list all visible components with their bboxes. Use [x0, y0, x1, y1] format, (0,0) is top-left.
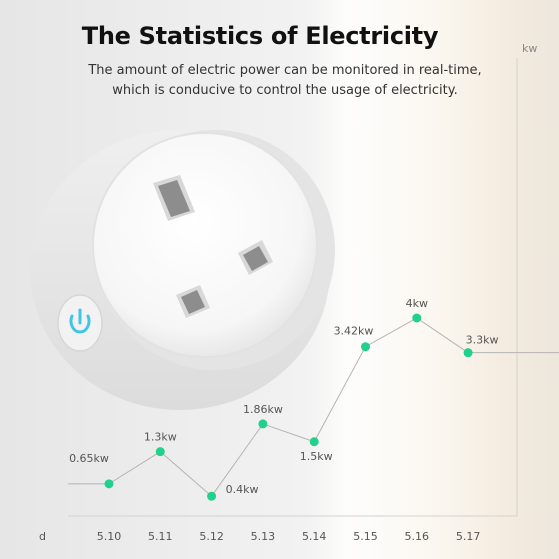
- x-tick-label: 5.11: [148, 530, 173, 543]
- data-point: [258, 419, 268, 429]
- x-tick-label: 5.13: [251, 530, 276, 543]
- x-tick-label: 5.12: [199, 530, 224, 543]
- x-tick-label: 5.10: [97, 530, 122, 543]
- data-point: [412, 313, 422, 323]
- subtitle-line-1: The amount of electric power can be moni…: [88, 63, 482, 78]
- data-point: [309, 437, 319, 447]
- chart-points: [104, 313, 473, 501]
- data-label: 1.3kw: [144, 431, 177, 444]
- power-icon[interactable]: [57, 294, 103, 352]
- x-tick-label: 5.16: [405, 530, 430, 543]
- x-tick-label: 5.14: [302, 530, 327, 543]
- data-label: 0.4kw: [226, 483, 259, 496]
- y-axis-label: kw: [522, 42, 537, 55]
- data-point: [361, 342, 370, 352]
- socket-neutral-slot: [176, 285, 210, 318]
- x-axis-label: d: [39, 530, 46, 543]
- data-point: [155, 447, 165, 457]
- chart-x-ticks: 5.10 5.11 5.12 5.13 5.14 5.15 5.16 5.17: [97, 530, 481, 543]
- data-label: 3.42kw: [334, 325, 374, 338]
- x-tick-label: 5.15: [353, 530, 378, 543]
- data-label: 4kw: [406, 297, 428, 310]
- data-point: [207, 491, 217, 501]
- data-label: 0.65kw: [69, 452, 109, 465]
- socket-earth-slot: [153, 175, 195, 221]
- data-label: 1.86kw: [243, 403, 283, 416]
- x-tick-label: 5.17: [456, 530, 481, 543]
- data-point: [104, 479, 114, 489]
- chart-axes: kw d: [39, 42, 537, 543]
- page-title: The Statistics of Electricity: [81, 22, 439, 50]
- subtitle-line-2: which is conducive to control the usage …: [112, 83, 458, 98]
- series-line: [108, 317, 469, 497]
- socket-live-slot: [238, 240, 273, 275]
- chart-data-labels: 0.65kw 1.3kw 0.4kw 1.86kw 1.5kw 3.42kw 4kw 3.3k…: [69, 297, 498, 496]
- data-point: [463, 348, 473, 358]
- chart-series-line: [68, 317, 559, 497]
- data-label: 3.3kw: [466, 334, 499, 347]
- data-label: 1.5kw: [300, 450, 333, 463]
